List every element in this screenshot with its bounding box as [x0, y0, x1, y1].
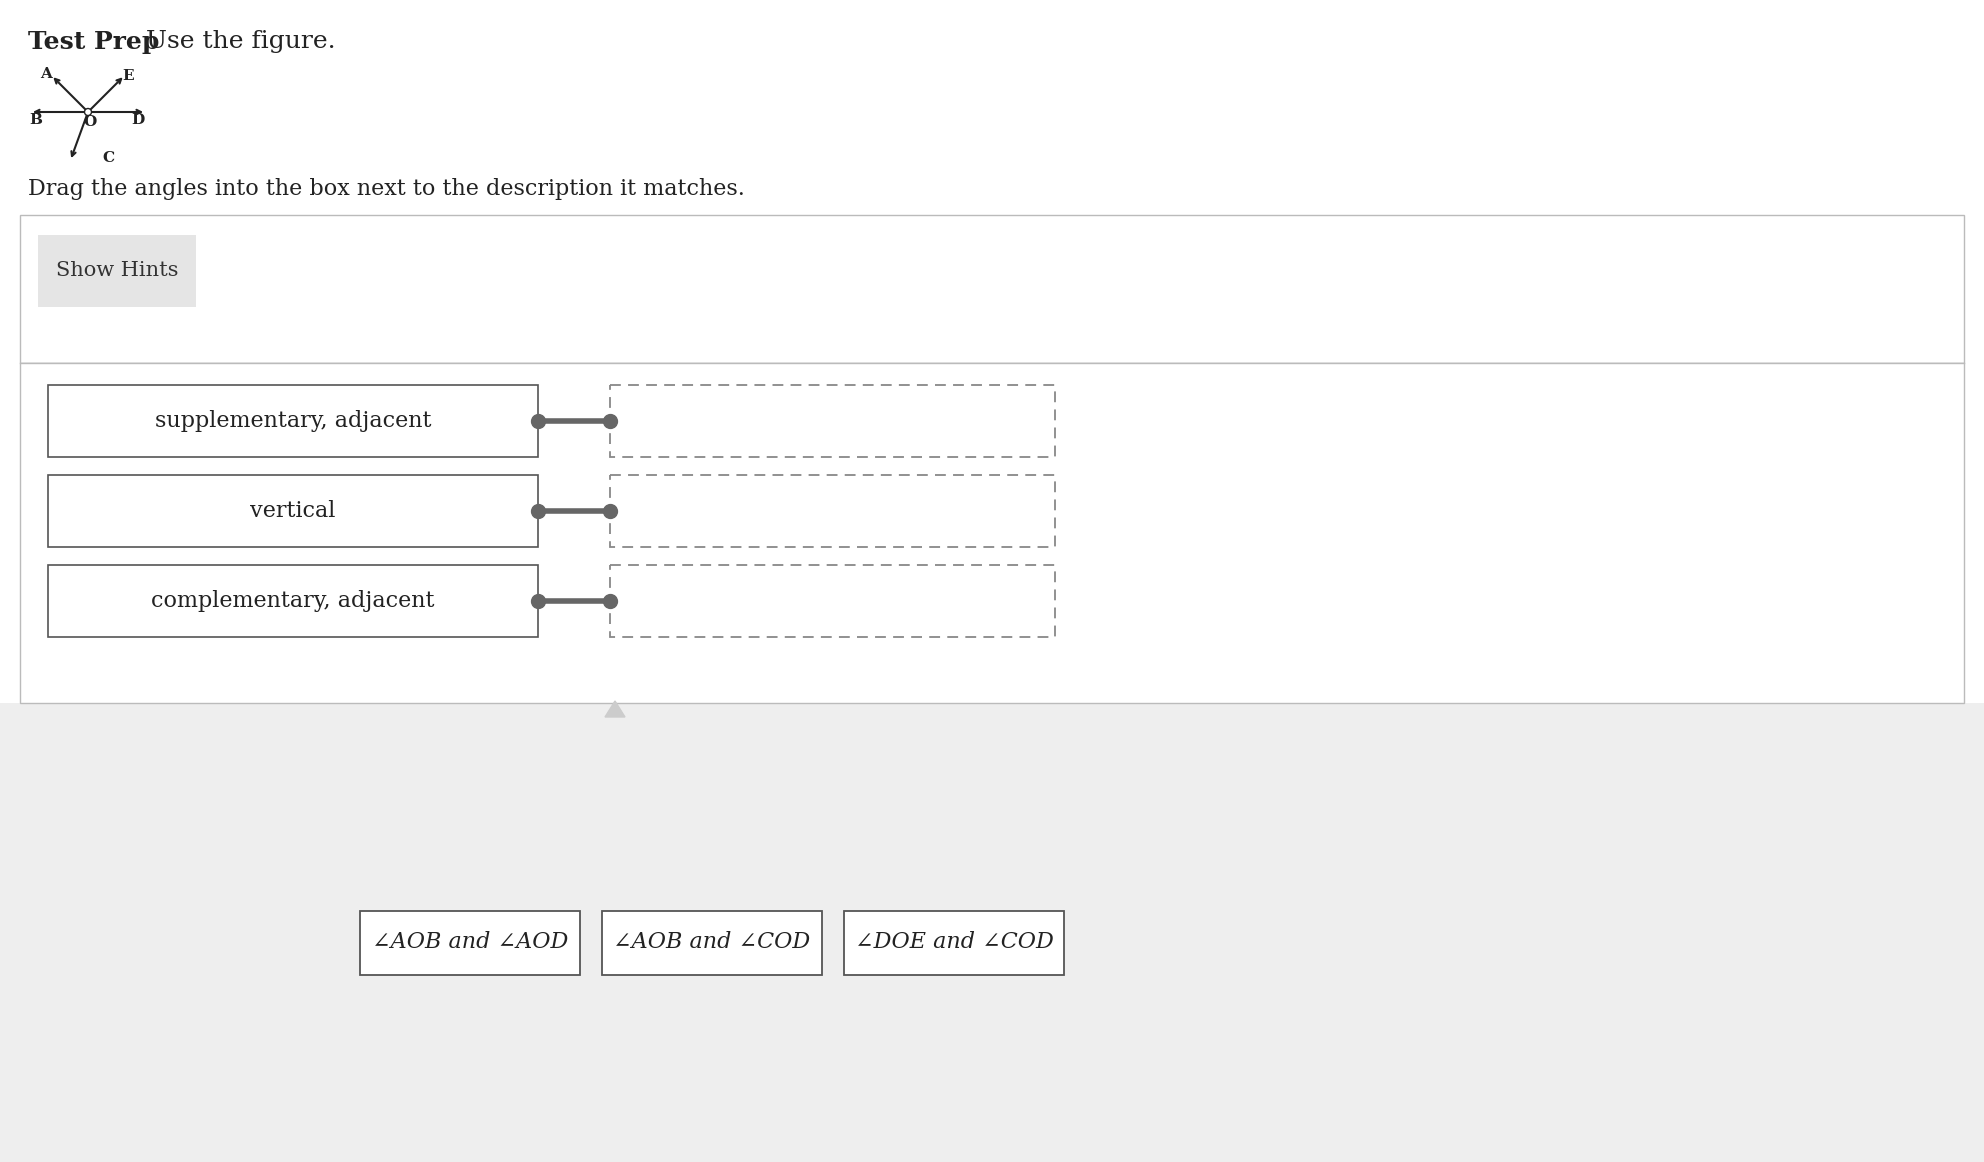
Text: supplementary, adjacent: supplementary, adjacent	[155, 410, 431, 432]
Text: E: E	[123, 69, 133, 83]
Text: O: O	[83, 115, 97, 129]
Bar	[609, 475, 1055, 547]
Text: Use the figure.: Use the figure.	[139, 30, 335, 53]
Bar	[20, 215, 1964, 363]
Bar	[48, 385, 538, 457]
Text: Show Hints: Show Hints	[56, 261, 179, 280]
Text: ∠AOB and ∠COD: ∠AOB and ∠COD	[613, 932, 811, 954]
Text: Test Prep: Test Prep	[28, 30, 159, 53]
Text: B: B	[30, 113, 42, 127]
Bar	[38, 235, 196, 307]
Text: Drag the angles into the box next to the description it matches.: Drag the angles into the box next to the…	[28, 178, 744, 200]
Text: A: A	[40, 67, 52, 81]
Text: complementary, adjacent: complementary, adjacent	[151, 590, 434, 612]
Circle shape	[85, 108, 91, 115]
Bar	[20, 363, 1964, 703]
Polygon shape	[605, 701, 625, 717]
Bar	[48, 475, 538, 547]
Bar	[843, 911, 1063, 975]
Text: ∠AOB and ∠AOD: ∠AOB and ∠AOD	[371, 932, 567, 954]
Bar	[0, 703, 1984, 1162]
Bar	[609, 385, 1055, 457]
Bar	[601, 911, 821, 975]
Text: vertical: vertical	[250, 500, 335, 522]
Text: D: D	[131, 113, 145, 127]
Text: C: C	[101, 151, 113, 165]
Text: ∠DOE and ∠COD: ∠DOE and ∠COD	[855, 932, 1054, 954]
Bar	[609, 565, 1055, 637]
Bar	[359, 911, 579, 975]
Bar	[48, 565, 538, 637]
